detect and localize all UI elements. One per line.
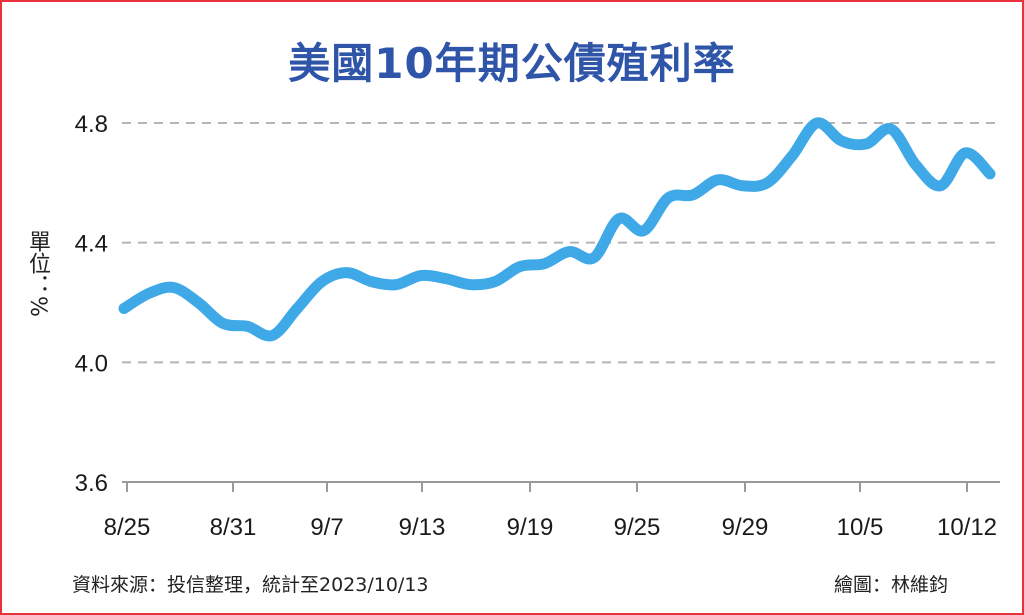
y-tick-label: 4.8 (75, 111, 108, 138)
grid-lines (122, 122, 1000, 364)
y-axis-unit-label: 單位：% (25, 230, 50, 317)
x-tick-label: 9/25 (614, 514, 661, 541)
series-line (118, 117, 996, 342)
y-tick-label: 4.4 (75, 231, 108, 258)
x-tick-label: 9/7 (310, 514, 343, 541)
y-tick-labels: 4.8 4.4 4.0 3.6 (75, 111, 108, 497)
graphic-credit: 繪圖：林維鈞 (834, 574, 949, 596)
chart-title: 美國10年期公債殖利率 (288, 39, 736, 88)
x-tick-label: 8/31 (210, 514, 257, 541)
x-axis (122, 481, 1000, 492)
x-tick-label: 9/19 (507, 514, 554, 541)
x-tick-label: 9/13 (399, 514, 446, 541)
y-tick-label: 3.6 (75, 470, 108, 497)
y-tick-label: 4.0 (75, 350, 108, 377)
x-tick-label: 10/12 (937, 514, 997, 541)
x-tick-label: 8/25 (104, 514, 151, 541)
x-tick-labels: 8/25 8/31 9/7 9/13 9/19 9/25 9/29 10/5 10/12 (104, 514, 997, 541)
x-tick-label: 9/29 (722, 514, 769, 541)
series-layer (118, 117, 996, 342)
source-note: 資料來源：投信整理，統計至2023/10/13 (72, 574, 429, 596)
x-tick-label: 10/5 (837, 514, 884, 541)
